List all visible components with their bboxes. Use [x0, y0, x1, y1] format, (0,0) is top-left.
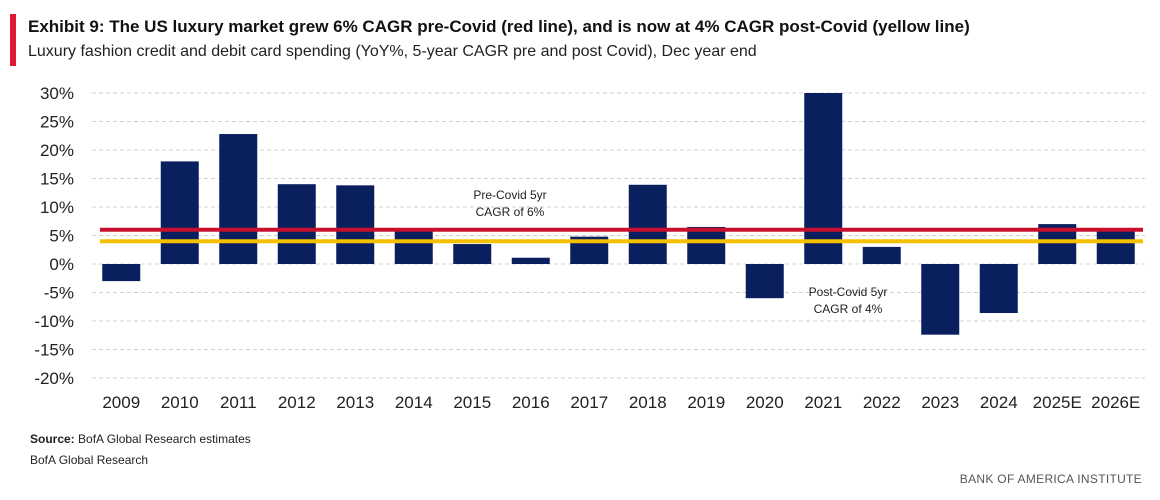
source-label: Source:: [30, 432, 75, 446]
x-tick-label: 2025E: [1033, 393, 1082, 412]
x-tick-label: 2010: [161, 393, 199, 412]
source-note: Source: BofA Global Research estimates: [30, 432, 251, 446]
y-tick-label: 20%: [40, 141, 74, 160]
y-tick-label: 0%: [49, 255, 74, 274]
source-text: BofA Global Research estimates: [74, 432, 251, 446]
y-tick-label: -15%: [34, 341, 74, 360]
y-tick-label: 10%: [40, 198, 74, 217]
bar: [979, 264, 1018, 314]
x-tick-label: 2012: [278, 393, 316, 412]
post-covid-annotation: CAGR of 4%: [814, 302, 883, 316]
chart-subtitle: Luxury fashion credit and debit card spe…: [28, 43, 757, 60]
bar: [1096, 229, 1135, 264]
x-tick-label: 2013: [336, 393, 374, 412]
bar: [277, 184, 316, 264]
bar: [745, 264, 784, 299]
y-tick-label: 25%: [40, 113, 74, 132]
x-tick-label: 2009: [102, 393, 140, 412]
title-accent-bar: [10, 14, 16, 66]
x-tick-label: 2018: [629, 393, 667, 412]
pre-covid-annotation: Pre-Covid 5yr: [473, 188, 546, 202]
x-tick-label: 2024: [980, 393, 1018, 412]
y-tick-label: 15%: [40, 170, 74, 189]
credit-note: BofA Global Research: [30, 453, 149, 467]
x-tick-label: 2026E: [1091, 393, 1140, 412]
bar: [336, 185, 375, 264]
y-tick-label: -5%: [44, 284, 74, 303]
x-tick-label: 2021: [804, 393, 842, 412]
x-tick-label: 2022: [863, 393, 901, 412]
bar: [687, 226, 726, 264]
x-tick-label: 2014: [395, 393, 433, 412]
bar: [160, 161, 199, 264]
bar: [804, 93, 843, 264]
post-covid-annotation: Post-Covid 5yr: [809, 285, 888, 299]
bar: [628, 184, 667, 264]
y-tick-label: -20%: [34, 369, 74, 388]
x-tick-label: 2019: [687, 393, 725, 412]
bar: [862, 246, 901, 264]
x-tick-label: 2020: [746, 393, 784, 412]
bar: [394, 230, 433, 264]
bar: [511, 257, 550, 264]
x-tick-label: 2011: [220, 393, 257, 412]
bar: [921, 264, 960, 335]
pre-covid-annotation: CAGR of 6%: [476, 205, 545, 219]
y-tick-label: 5%: [49, 227, 74, 246]
x-tick-label: 2016: [512, 393, 550, 412]
bar: [453, 244, 492, 264]
x-tick-label: 2023: [921, 393, 959, 412]
bar: [102, 264, 141, 282]
y-tick-label: -10%: [34, 312, 74, 331]
brand-label: BANK OF AMERICA INSTITUTE: [959, 472, 1142, 486]
bar-chart: 30% 25% 20% 15% 10% 5% 0% -5% -10% -15% -20% 2009 20…: [34, 84, 1145, 412]
chart-title: Exhibit 9: The US luxury market grew 6% …: [28, 17, 970, 36]
x-tick-label: 2017: [570, 393, 608, 412]
y-tick-label: 30%: [40, 84, 74, 103]
bar: [219, 134, 258, 264]
x-tick-label: 2015: [453, 393, 491, 412]
